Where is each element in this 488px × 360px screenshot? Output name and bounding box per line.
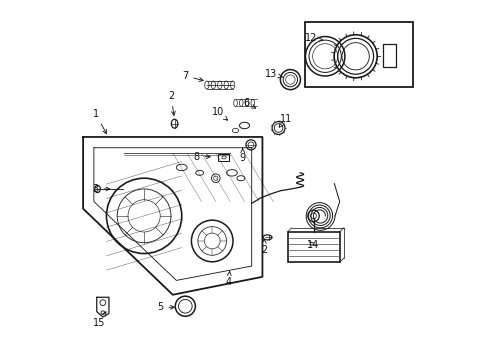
Text: 14: 14	[306, 239, 318, 249]
Text: 5: 5	[157, 302, 174, 312]
Text: 4: 4	[225, 271, 231, 287]
Text: 7: 7	[182, 71, 203, 81]
Text: 3: 3	[92, 184, 110, 194]
Text: 6: 6	[243, 98, 255, 108]
Text: 12: 12	[304, 33, 322, 43]
Bar	[287, 232, 339, 262]
Text: 9: 9	[239, 148, 245, 163]
Text: 13: 13	[264, 69, 283, 79]
Text: 2: 2	[261, 239, 267, 255]
Bar	[305, 22, 412, 87]
Bar	[218, 154, 229, 161]
Text: 1: 1	[92, 109, 106, 134]
Text: 15: 15	[93, 312, 106, 328]
Text: 11: 11	[279, 114, 291, 127]
Bar	[382, 44, 395, 67]
Text: 8: 8	[193, 152, 210, 162]
Text: 10: 10	[211, 107, 227, 120]
Text: 2: 2	[167, 91, 175, 115]
